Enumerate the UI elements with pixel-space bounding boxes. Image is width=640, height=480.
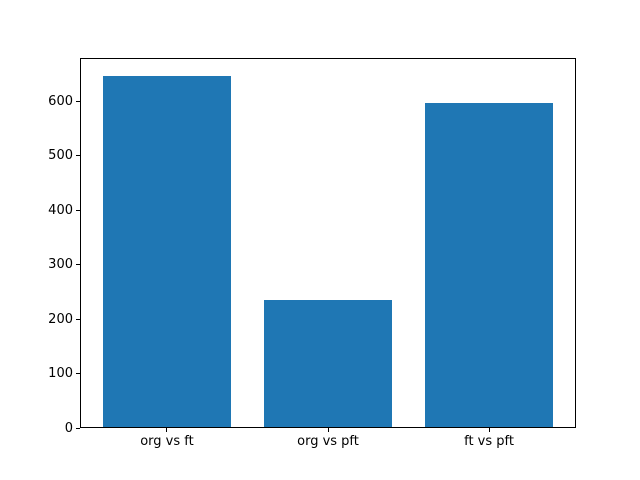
x-tick-mark (328, 428, 329, 432)
y-tick-label: 0 (64, 420, 73, 436)
y-tick-label: 600 (48, 94, 73, 110)
bar-ft-vs-pft (424, 103, 554, 427)
plot-area (80, 58, 576, 428)
y-tick-mark (76, 155, 80, 156)
y-tick-mark (76, 428, 80, 429)
y-tick-mark (76, 373, 80, 374)
x-tick-label: org vs ft (140, 434, 194, 449)
y-tick-mark (76, 319, 80, 320)
y-tick-label: 100 (48, 366, 73, 382)
y-tick-label: 400 (48, 202, 73, 218)
bar-org-vs-pft (263, 299, 393, 427)
x-tick-mark (489, 428, 490, 432)
x-tick-label: org vs pft (297, 434, 359, 449)
y-tick-mark (76, 264, 80, 265)
y-tick-label: 200 (48, 311, 73, 327)
y-tick-label: 500 (48, 148, 73, 164)
bar-org-vs-ft (102, 76, 232, 427)
x-tick-label: ft vs pft (464, 434, 514, 449)
y-tick-mark (76, 101, 80, 102)
y-tick-label: 300 (48, 257, 73, 273)
x-tick-mark (166, 428, 167, 432)
y-tick-mark (76, 210, 80, 211)
